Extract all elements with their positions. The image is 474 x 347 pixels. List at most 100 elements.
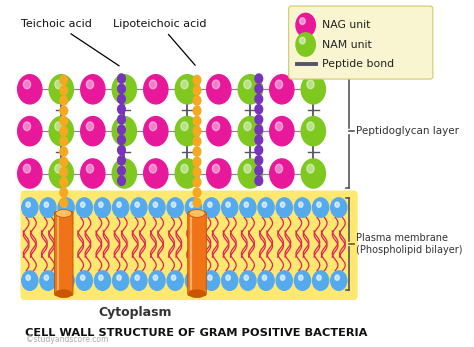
- Circle shape: [86, 122, 93, 131]
- Circle shape: [175, 117, 200, 146]
- Circle shape: [226, 202, 230, 207]
- Circle shape: [60, 137, 68, 146]
- Circle shape: [60, 157, 68, 167]
- Circle shape: [118, 80, 125, 89]
- Circle shape: [60, 96, 68, 105]
- Circle shape: [131, 198, 147, 217]
- Circle shape: [55, 80, 62, 89]
- Circle shape: [193, 86, 201, 95]
- Circle shape: [118, 125, 125, 134]
- Circle shape: [118, 74, 125, 83]
- Circle shape: [240, 271, 256, 290]
- Circle shape: [207, 75, 231, 104]
- Circle shape: [300, 37, 305, 44]
- Circle shape: [275, 164, 283, 173]
- Circle shape: [44, 202, 48, 207]
- Text: Plasma membrane
(Phospholipid bilayer): Plasma membrane (Phospholipid bilayer): [356, 233, 462, 255]
- Circle shape: [55, 164, 62, 173]
- Circle shape: [117, 202, 121, 207]
- Circle shape: [276, 271, 292, 290]
- Ellipse shape: [55, 210, 72, 217]
- Circle shape: [118, 115, 125, 124]
- Circle shape: [135, 275, 139, 280]
- Circle shape: [255, 105, 263, 114]
- Circle shape: [118, 94, 125, 104]
- Circle shape: [270, 75, 294, 104]
- Circle shape: [258, 198, 274, 217]
- Circle shape: [99, 275, 103, 280]
- Circle shape: [244, 202, 248, 207]
- Circle shape: [60, 198, 68, 207]
- Circle shape: [167, 198, 183, 217]
- FancyBboxPatch shape: [55, 211, 73, 296]
- Circle shape: [193, 178, 201, 187]
- Circle shape: [299, 275, 303, 280]
- Text: Cytoplasm: Cytoplasm: [99, 306, 173, 319]
- Circle shape: [40, 271, 56, 290]
- Circle shape: [244, 80, 251, 89]
- Circle shape: [255, 135, 263, 145]
- Circle shape: [23, 164, 31, 173]
- Circle shape: [131, 271, 147, 290]
- Circle shape: [94, 198, 110, 217]
- Circle shape: [335, 202, 339, 207]
- Circle shape: [193, 75, 201, 85]
- Circle shape: [153, 275, 158, 280]
- Circle shape: [118, 176, 125, 185]
- Circle shape: [255, 176, 263, 185]
- Circle shape: [294, 198, 310, 217]
- Circle shape: [118, 166, 125, 175]
- Circle shape: [255, 125, 263, 134]
- Circle shape: [307, 80, 314, 89]
- Circle shape: [255, 74, 263, 83]
- Text: ©studyandscore.com: ©studyandscore.com: [26, 335, 108, 344]
- Circle shape: [317, 202, 321, 207]
- Text: CELL WALL STRUCTURE OF GRAM POSITIVE BACTERIA: CELL WALL STRUCTURE OF GRAM POSITIVE BAC…: [25, 328, 367, 338]
- Circle shape: [23, 80, 31, 89]
- Circle shape: [244, 275, 248, 280]
- Circle shape: [112, 159, 137, 188]
- Circle shape: [60, 178, 68, 187]
- Circle shape: [58, 271, 74, 290]
- Circle shape: [76, 271, 92, 290]
- Circle shape: [238, 117, 263, 146]
- Circle shape: [270, 117, 294, 146]
- Circle shape: [301, 75, 326, 104]
- Circle shape: [58, 198, 74, 217]
- Circle shape: [26, 275, 30, 280]
- Circle shape: [118, 164, 125, 173]
- Circle shape: [181, 164, 188, 173]
- Circle shape: [60, 167, 68, 177]
- Circle shape: [317, 275, 321, 280]
- Circle shape: [335, 275, 339, 280]
- Circle shape: [86, 80, 93, 89]
- Circle shape: [149, 80, 156, 89]
- Circle shape: [185, 198, 201, 217]
- Circle shape: [301, 117, 326, 146]
- Circle shape: [255, 115, 263, 124]
- Circle shape: [299, 202, 303, 207]
- Circle shape: [193, 116, 201, 126]
- Circle shape: [331, 271, 347, 290]
- Circle shape: [62, 275, 67, 280]
- Circle shape: [185, 271, 201, 290]
- Circle shape: [44, 275, 48, 280]
- Circle shape: [193, 96, 201, 105]
- Circle shape: [193, 157, 201, 167]
- Circle shape: [212, 122, 219, 131]
- Circle shape: [49, 75, 73, 104]
- Circle shape: [55, 122, 62, 131]
- Circle shape: [296, 13, 315, 37]
- Circle shape: [212, 80, 219, 89]
- Circle shape: [81, 202, 85, 207]
- Circle shape: [144, 75, 168, 104]
- Circle shape: [312, 271, 328, 290]
- Circle shape: [207, 117, 231, 146]
- Circle shape: [149, 198, 165, 217]
- Circle shape: [193, 167, 201, 177]
- Circle shape: [222, 271, 238, 290]
- Circle shape: [62, 202, 67, 207]
- Circle shape: [118, 122, 125, 131]
- Circle shape: [144, 117, 168, 146]
- Circle shape: [270, 159, 294, 188]
